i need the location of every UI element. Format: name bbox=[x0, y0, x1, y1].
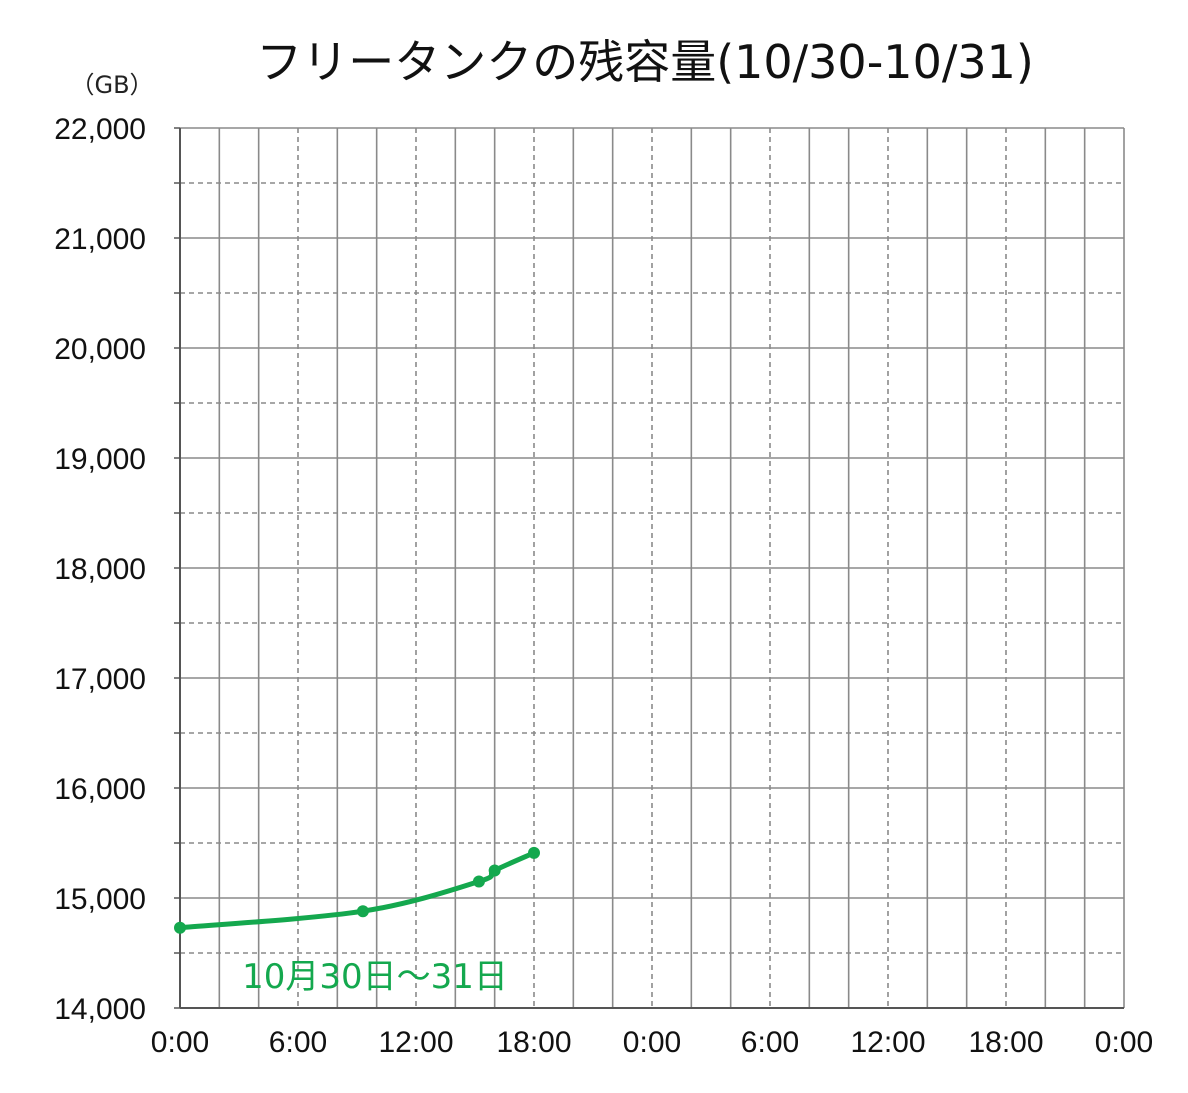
data-point bbox=[528, 846, 540, 859]
data-point bbox=[472, 875, 485, 888]
x-tick-label: 6:00 bbox=[269, 1026, 327, 1059]
series-annotation: 10月30日～31日 bbox=[242, 957, 508, 997]
y-tick-label: 15,000 bbox=[54, 883, 146, 916]
data-point bbox=[356, 905, 369, 918]
y-tick-label: 14,000 bbox=[54, 993, 146, 1026]
x-tick-label: 6:00 bbox=[741, 1026, 799, 1059]
y-tick-label: 20,000 bbox=[54, 333, 146, 366]
axes bbox=[174, 127, 1124, 1009]
y-tick-label: 18,000 bbox=[54, 553, 146, 586]
x-tick-label: 18:00 bbox=[968, 1026, 1043, 1059]
x-tick-label: 0:00 bbox=[1095, 1026, 1153, 1059]
data-point bbox=[174, 921, 186, 934]
x-tick-label: 18:00 bbox=[496, 1026, 571, 1059]
y-tick-label: 17,000 bbox=[54, 663, 146, 696]
series-group bbox=[174, 846, 540, 934]
x-tick-label: 0:00 bbox=[623, 1026, 681, 1059]
grid bbox=[179, 127, 1125, 1009]
y-tick-label: 19,000 bbox=[54, 443, 146, 476]
x-tick-label: 0:00 bbox=[151, 1026, 209, 1059]
y-tick-labels: 14,000 15,000 16,000 17,000 18,000 19,000 20,0… bbox=[54, 113, 146, 1026]
x-tick-labels: 0:00 6:00 12:00 18:00 0:00 6:00 12:00 18:00 0:00 bbox=[151, 1026, 1153, 1059]
series-line bbox=[177, 850, 537, 931]
data-point bbox=[488, 864, 501, 877]
x-tick-label: 12:00 bbox=[378, 1026, 453, 1059]
y-axis-unit: （GB） bbox=[70, 71, 153, 99]
chart-title: フリータンクの残容量(10/30-10/31) bbox=[256, 35, 1034, 89]
x-tick-label: 12:00 bbox=[850, 1026, 925, 1059]
y-tick-label: 16,000 bbox=[54, 773, 146, 806]
y-tick-label: 22,000 bbox=[54, 113, 146, 146]
y-tick-label: 21,000 bbox=[54, 223, 146, 256]
